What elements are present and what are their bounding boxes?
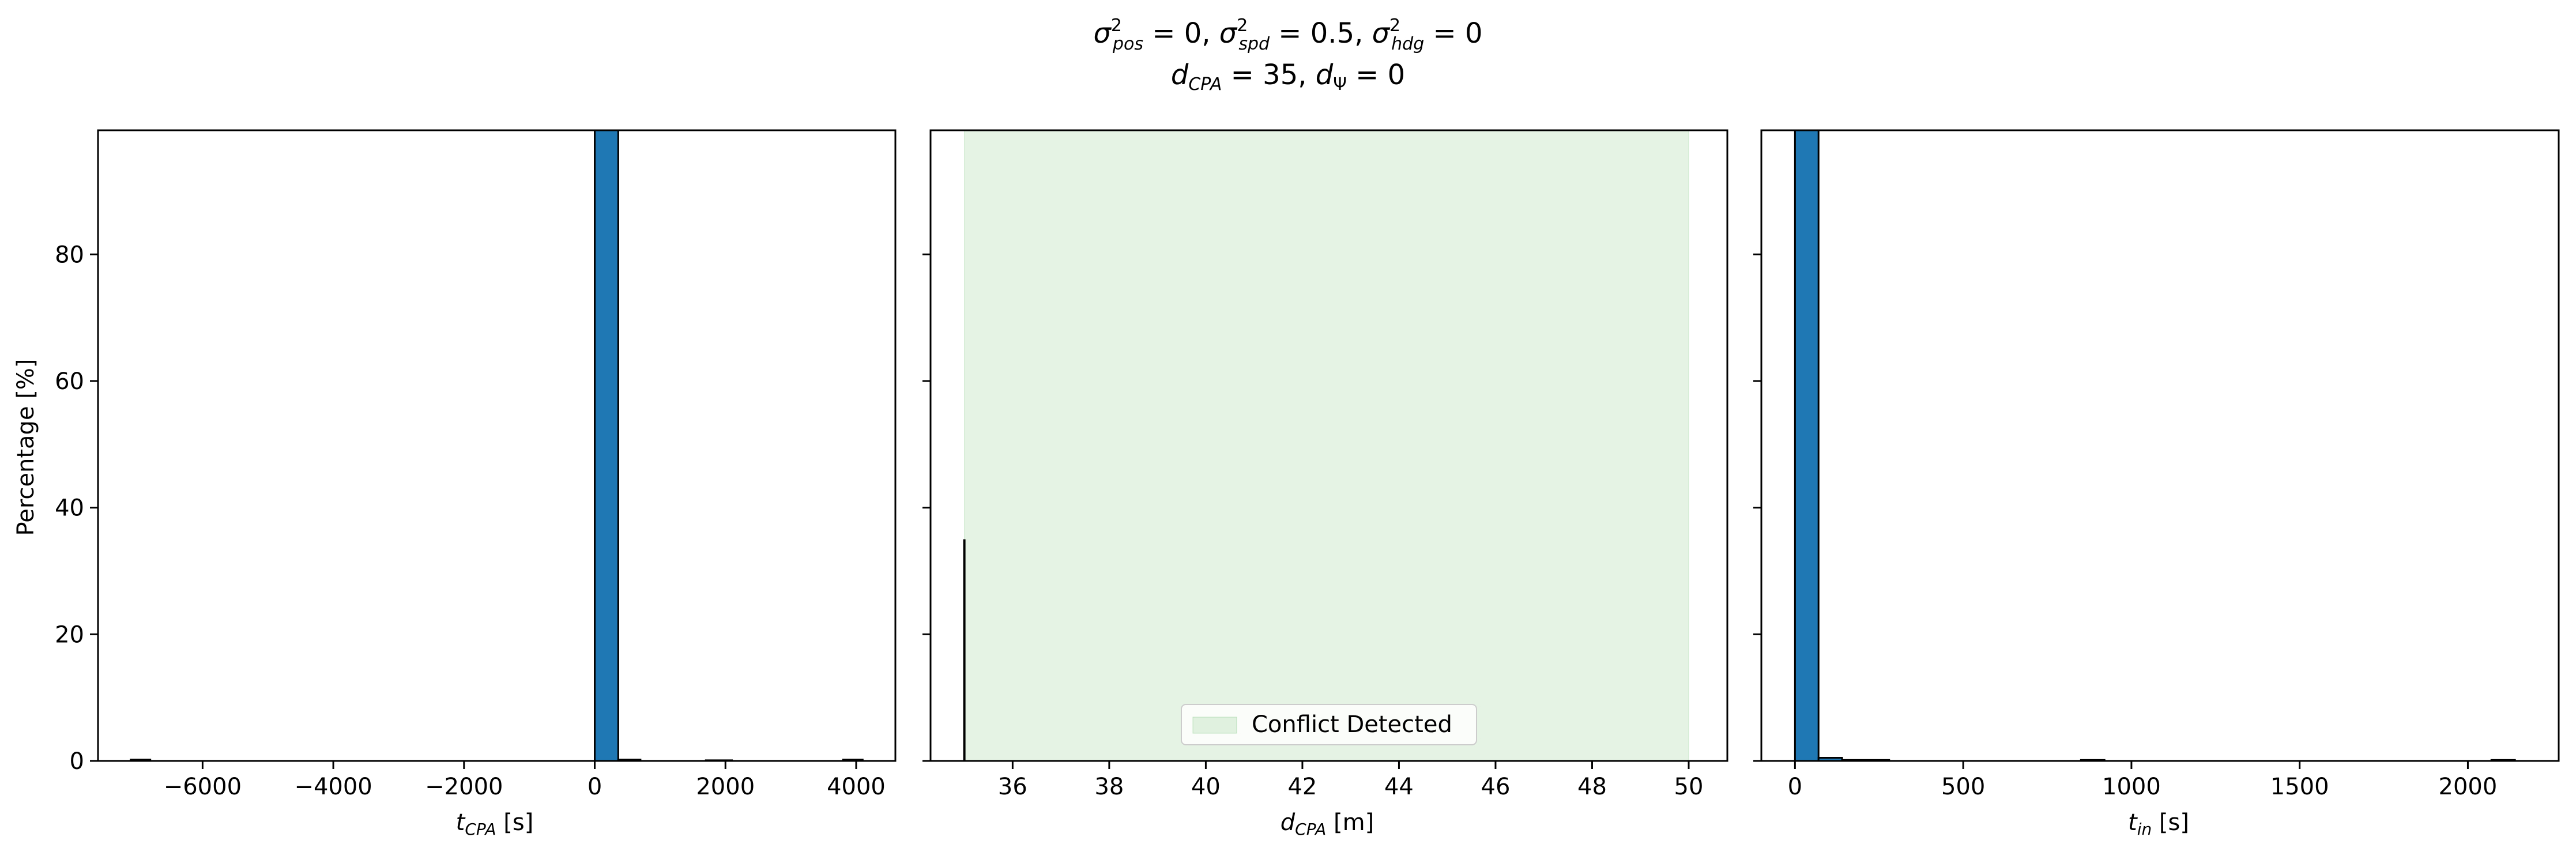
x-tick-label: 0 — [587, 774, 602, 800]
dcpa-histogram-panel: 36 38 40 42 44 46 48 50 Conflict Detected — [922, 129, 1728, 800]
x-tick-label: 36 — [998, 774, 1027, 800]
x-tick-label: 2000 — [696, 774, 755, 800]
axes-frame — [97, 129, 897, 762]
x-tick-label: 46 — [1481, 774, 1511, 800]
x-tick-label: 4000 — [827, 774, 886, 800]
y-tick-label: 20 — [55, 621, 84, 648]
x-tick-label: 42 — [1287, 774, 1317, 800]
legend: Conflict Detected — [1181, 704, 1477, 745]
figure-title-line-1: σ2 pos = 0, σ2 spd = 0.5, σ2 hdg = 0 — [1093, 16, 1482, 54]
y-tick-label: 60 — [55, 368, 84, 395]
x-tick-label: 40 — [1191, 774, 1221, 800]
axes-frame — [929, 129, 1728, 762]
figure-title-line-2: dCPA = 35, dΨ = 0 — [1171, 59, 1405, 95]
x-axis-label-dcpa: dCPA [m] — [1281, 809, 1374, 839]
x-tick-label: 2000 — [2439, 774, 2498, 800]
legend-swatch — [1192, 717, 1237, 734]
axes-frame — [1760, 129, 2560, 762]
x-axis-label-tcpa: tCPA [s] — [456, 809, 534, 839]
y-tick-label: 80 — [55, 242, 84, 268]
y-tick-label: 0 — [70, 748, 84, 775]
legend-label: Conflict Detected — [1252, 711, 1452, 738]
y-tick-label: 40 — [55, 495, 84, 522]
x-tick-label: 44 — [1384, 774, 1414, 800]
tcpa-histogram-panel: −6000 −4000 −2000 0 2000 4000 0 20 40 60 80 — [55, 129, 897, 800]
tin-histogram-panel: 0 500 1000 1500 2000 — [1753, 129, 2560, 800]
x-tick-label: 48 — [1577, 774, 1607, 800]
conflict-detected-region — [964, 130, 1689, 761]
histogram-bar — [1794, 129, 1820, 762]
x-tick-label: 0 — [1788, 774, 1802, 800]
x-tick-label: 38 — [1094, 774, 1124, 800]
x-tick-label: −4000 — [294, 774, 372, 800]
legend-box — [1181, 704, 1477, 745]
x-tick-label: 1500 — [2270, 774, 2329, 800]
x-tick-label: −2000 — [425, 774, 503, 800]
histogram-bar — [594, 129, 619, 762]
x-axis-label-tin: tin [s] — [2128, 809, 2189, 839]
x-tick-label: −6000 — [164, 774, 242, 800]
x-tick-label: 500 — [1941, 774, 1985, 800]
x-tick-label: 1000 — [2102, 774, 2161, 800]
y-axis-label: Percentage [%] — [13, 359, 39, 536]
x-tick-label: 50 — [1674, 774, 1704, 800]
